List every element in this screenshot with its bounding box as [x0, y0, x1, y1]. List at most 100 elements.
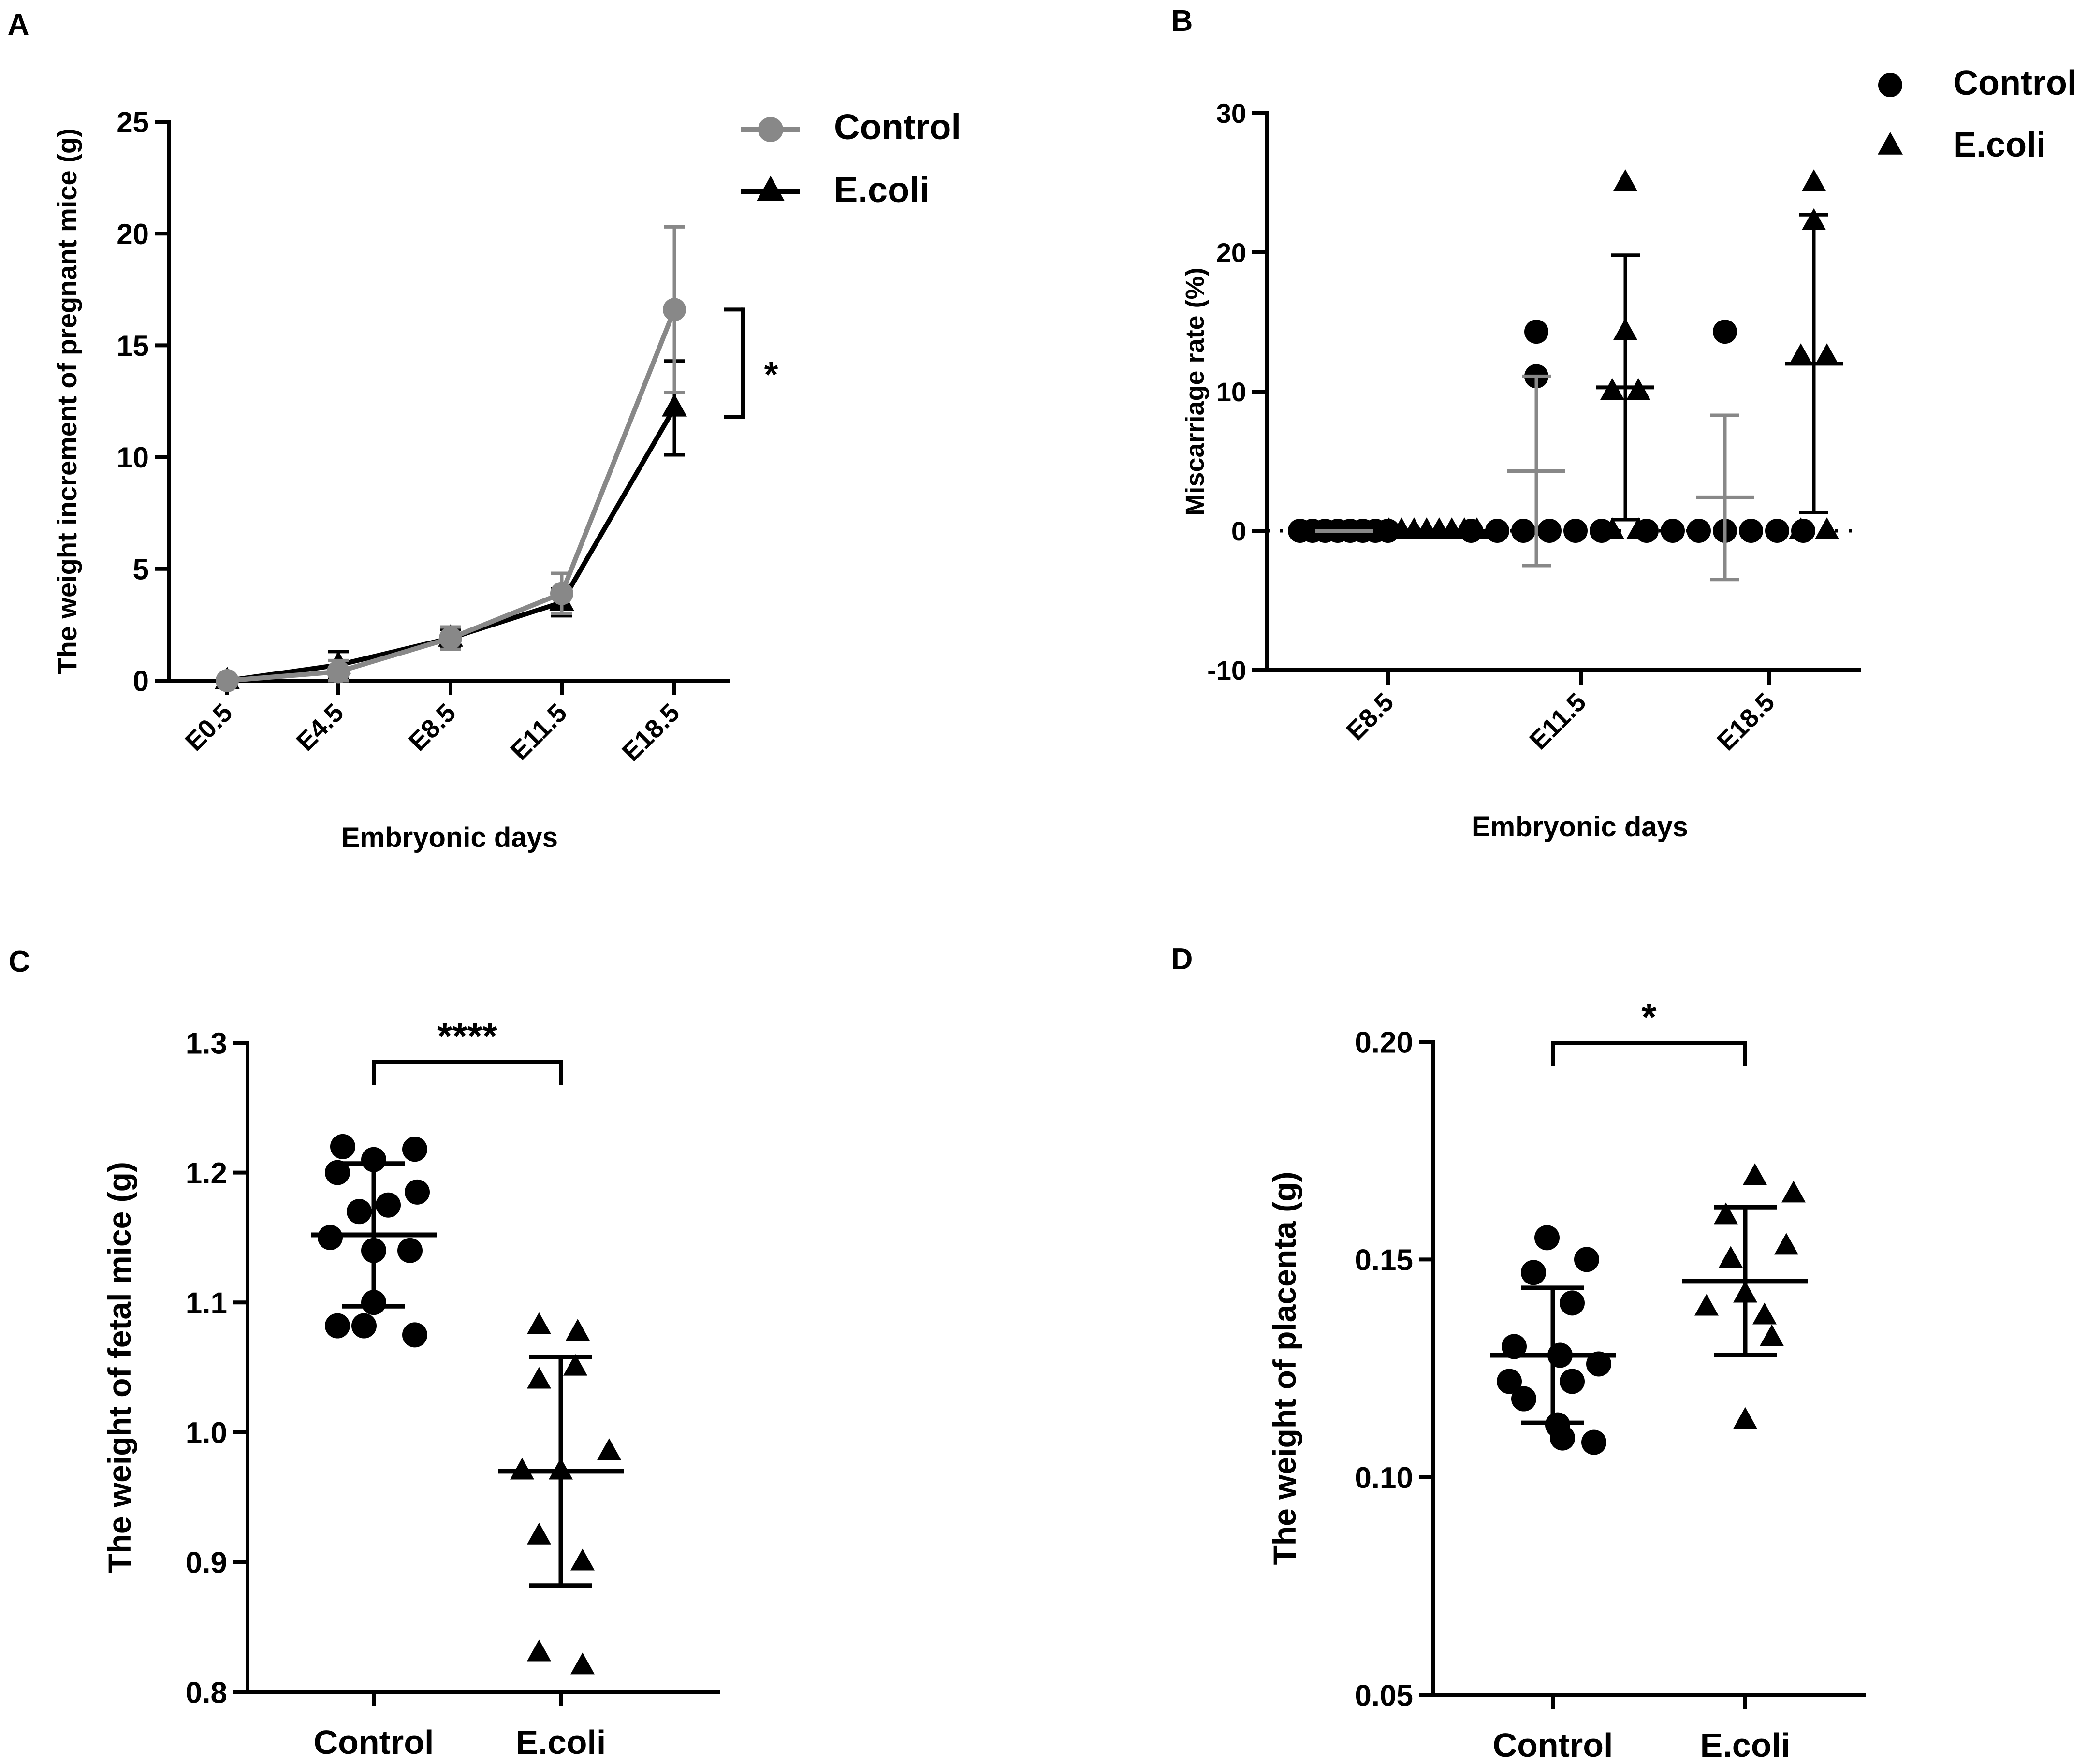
x-axis-label: Embryonic days	[1472, 811, 1688, 843]
data-point	[1815, 517, 1839, 539]
y-tick-label: 1.2	[186, 1157, 227, 1190]
data-point	[1485, 519, 1509, 543]
data-point	[325, 1313, 350, 1339]
data-point	[402, 1137, 427, 1162]
data-point	[1760, 1324, 1784, 1346]
data-point	[1586, 1351, 1611, 1377]
data-point	[662, 394, 687, 417]
data-point	[1581, 1429, 1606, 1455]
legend-marker-ecoli	[757, 175, 785, 201]
data-point	[351, 1313, 377, 1339]
data-point	[1524, 320, 1548, 344]
legend-marker-ecoli	[1878, 131, 1903, 155]
data-point	[563, 1354, 587, 1376]
y-tick-label: 15	[117, 330, 149, 362]
data-point	[527, 1367, 551, 1389]
x-tick-label: E11.5	[1524, 687, 1591, 755]
panel-label-d: D	[1171, 943, 1193, 976]
x-tick-label: E4.5	[291, 698, 350, 757]
y-tick-label: 0.9	[186, 1546, 227, 1580]
x-tick-label: E.coli	[516, 1723, 606, 1761]
y-tick-label: 0.05	[1355, 1679, 1413, 1712]
x-tick-label: Control	[1493, 1726, 1613, 1764]
significance-label: *	[764, 354, 778, 394]
data-point	[1739, 519, 1763, 543]
data-point	[405, 1179, 430, 1205]
data-point	[1563, 519, 1588, 543]
data-point	[1537, 519, 1562, 543]
data-point	[1765, 519, 1789, 543]
data-point	[361, 1147, 386, 1172]
data-point	[1752, 1302, 1777, 1325]
y-tick-label: 20	[1216, 237, 1246, 268]
panel-label-a: A	[8, 8, 29, 42]
data-point	[1714, 1202, 1738, 1225]
data-point	[527, 1639, 551, 1662]
data-point	[1502, 1334, 1527, 1359]
data-point	[1511, 519, 1535, 543]
x-tick-label: E11.5	[505, 698, 572, 766]
y-tick-label: 0.8	[186, 1676, 227, 1709]
data-point	[1560, 1290, 1585, 1316]
data-point	[1613, 169, 1637, 191]
y-tick-label: 10	[117, 441, 149, 474]
data-point	[1694, 1294, 1719, 1316]
legend-label-ecoli: E.coli	[834, 170, 929, 210]
data-point	[376, 1192, 401, 1218]
data-point	[1661, 519, 1685, 543]
y-tick-label: 1.1	[186, 1287, 227, 1320]
data-point	[1626, 517, 1650, 539]
x-tick-label: E.coli	[1700, 1726, 1791, 1764]
y-tick-label: 0.20	[1355, 1026, 1413, 1059]
data-point	[1743, 1163, 1767, 1185]
data-point	[1687, 519, 1711, 543]
data-point	[1815, 343, 1839, 365]
data-point	[318, 1225, 343, 1250]
data-point	[1534, 1225, 1560, 1251]
significance-label: *	[1641, 995, 1657, 1038]
x-tick-label: E8.5	[1341, 687, 1400, 746]
data-point	[1465, 517, 1489, 539]
data-point	[663, 298, 686, 321]
x-tick-label: E8.5	[403, 698, 462, 757]
y-tick-label: 0	[1231, 516, 1246, 546]
data-point	[1550, 1425, 1575, 1451]
data-point	[1600, 517, 1624, 539]
data-point	[325, 1160, 350, 1185]
legend-marker-control	[1878, 73, 1902, 97]
y-tick-label: 0.15	[1355, 1244, 1413, 1277]
x-tick-label: Control	[314, 1723, 434, 1761]
data-point	[216, 669, 239, 692]
legend-label-control: Control	[834, 107, 961, 147]
data-point	[327, 660, 350, 684]
data-point	[402, 1322, 427, 1348]
data-point	[597, 1438, 621, 1460]
x-tick-label: E0.5	[180, 698, 238, 757]
data-point	[527, 1522, 551, 1545]
y-tick-label: 5	[133, 553, 149, 585]
y-tick-label: 30	[1216, 98, 1246, 129]
y-tick-label: -10	[1207, 655, 1246, 685]
legend-marker-control	[758, 117, 783, 142]
data-point	[1713, 320, 1737, 344]
data-point	[439, 627, 462, 650]
data-point	[1719, 1246, 1743, 1268]
y-tick-label: 0	[133, 665, 149, 698]
y-tick-label: 20	[117, 218, 149, 250]
data-point	[1774, 1233, 1798, 1255]
y-axis-label: Miscarriage rate (%)	[1181, 267, 1210, 515]
y-tick-label: 0.10	[1355, 1461, 1413, 1495]
legend-label-control: Control	[1953, 64, 2077, 102]
panel-label-c: C	[9, 945, 30, 978]
data-point	[1497, 1369, 1522, 1394]
data-point	[1574, 1247, 1599, 1272]
y-axis-label: The weight of placenta (g)	[1267, 1171, 1302, 1565]
data-point	[1521, 1260, 1546, 1285]
data-point	[566, 1319, 590, 1341]
significance-label: ****	[437, 1015, 497, 1058]
y-tick-label: 1.0	[186, 1416, 227, 1450]
data-point	[550, 582, 573, 605]
y-tick-label: 25	[117, 106, 149, 139]
y-axis-label: The weight increment of pregnant mice (g…	[52, 128, 82, 674]
